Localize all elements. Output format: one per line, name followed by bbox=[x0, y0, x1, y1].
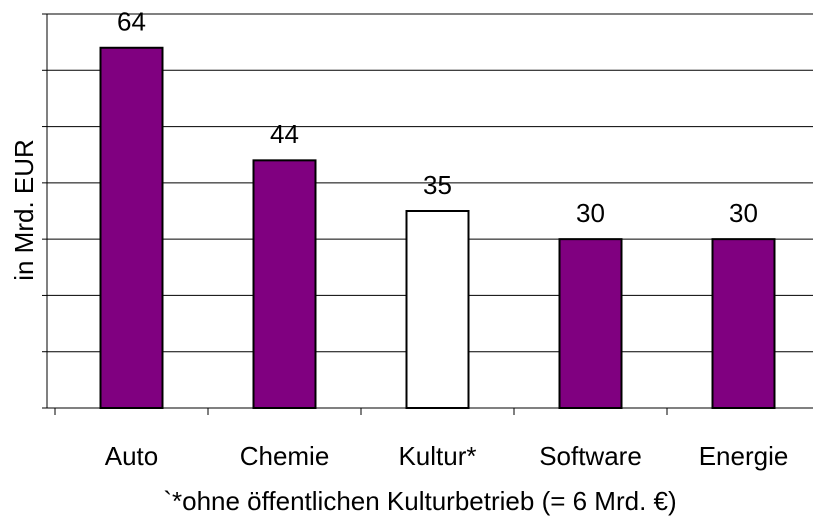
x-tick-label: Energie bbox=[699, 441, 789, 471]
data-label: 64 bbox=[117, 7, 146, 37]
x-tick-label: Chemie bbox=[240, 441, 330, 471]
data-label: 30 bbox=[729, 198, 758, 228]
data-label: 44 bbox=[270, 119, 299, 149]
bar bbox=[99, 46, 164, 410]
data-label: 35 bbox=[423, 170, 452, 200]
x-tick-label: Auto bbox=[105, 441, 159, 471]
bar bbox=[405, 210, 470, 409]
bar bbox=[711, 238, 776, 409]
x-tick-label: Kultur* bbox=[398, 441, 476, 471]
y-axis-label: in Mrd. EUR bbox=[9, 139, 39, 281]
bar bbox=[252, 159, 317, 409]
bar bbox=[558, 238, 623, 409]
data-label: 30 bbox=[576, 198, 605, 228]
footnote: `*ohne öffentlichen Kulturbetrieb (= 6 M… bbox=[163, 486, 676, 516]
x-tick-label: Software bbox=[539, 441, 642, 471]
